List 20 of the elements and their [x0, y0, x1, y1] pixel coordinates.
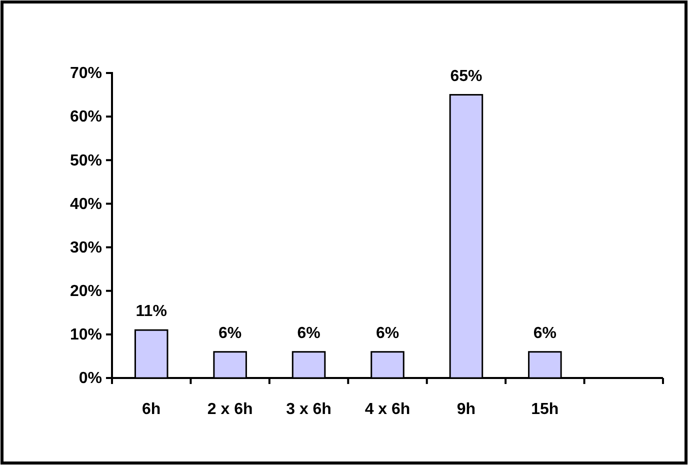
- y-tick-label: 40%: [70, 196, 102, 213]
- y-tick-label: 50%: [70, 152, 102, 170]
- y-tick-label: 60%: [70, 108, 102, 126]
- data-label: 6%: [218, 324, 242, 342]
- data-label: 11%: [136, 303, 167, 320]
- x-tick-label: 9h: [456, 401, 476, 418]
- data-label: 65%: [450, 68, 482, 85]
- x-tick-label: 6h: [142, 401, 161, 418]
- y-tick-label: 20%: [70, 282, 102, 300]
- x-tick-label: 15h: [531, 401, 559, 418]
- y-tick-label: 0%: [78, 370, 102, 388]
- data-label: 6%: [376, 324, 400, 342]
- data-label: 6%: [533, 324, 556, 342]
- y-tick-label: 30%: [70, 239, 102, 256]
- y-tick-label: 10%: [70, 326, 102, 344]
- x-tick-label: 4 x 6h: [364, 401, 410, 418]
- data-label: 6%: [297, 324, 320, 342]
- x-tick-label: 2 x 6h: [207, 401, 253, 418]
- y-tick-label: 70%: [70, 65, 102, 82]
- x-tick-label: 3 x 6h: [286, 401, 332, 418]
